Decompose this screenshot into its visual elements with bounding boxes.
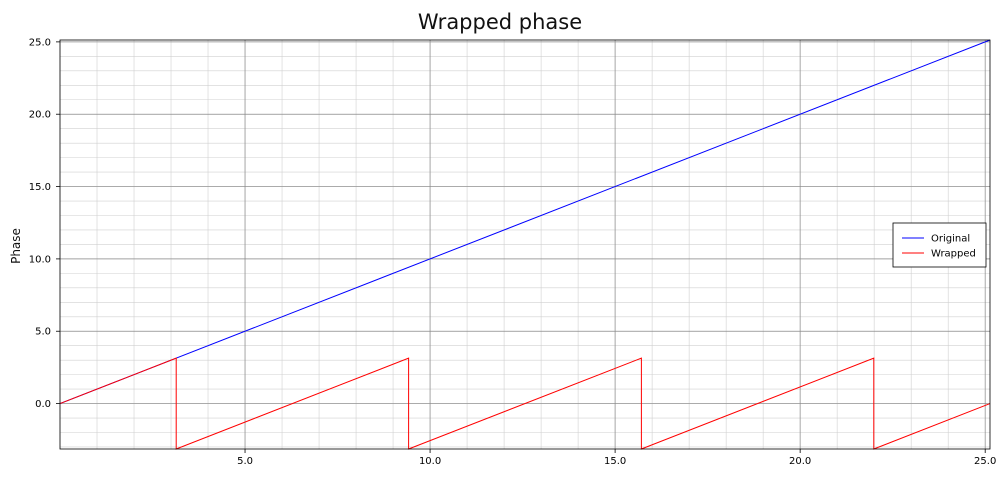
chart-title: Wrapped phase bbox=[417, 10, 583, 34]
legend-label-wrapped: Wrapped bbox=[931, 249, 976, 260]
y-tick-label: 25.0 bbox=[29, 37, 51, 48]
axis-ticks: 5.0 10.0 15.0 20.0 25.0 0.0 5.0 10.0 15.0 20.0 25.… bbox=[29, 37, 997, 467]
y-tick-label: 20.0 bbox=[29, 110, 51, 121]
series-line-wrapped bbox=[59, 357, 991, 450]
x-tick-label: 5.0 bbox=[237, 456, 253, 467]
plot-frame bbox=[59, 39, 991, 450]
series-line-original bbox=[59, 39, 991, 405]
x-tick-label: 10.0 bbox=[419, 456, 441, 467]
legend: Original Wrapped bbox=[892, 222, 987, 268]
major-grid bbox=[60, 40, 990, 449]
x-tick-label: 20.0 bbox=[789, 456, 811, 467]
y-tick-label: 10.0 bbox=[29, 254, 51, 265]
x-tick-label: 25.0 bbox=[974, 456, 996, 467]
y-tick-label: 5.0 bbox=[35, 327, 51, 338]
legend-label-original: Original bbox=[931, 234, 970, 245]
minor-grid bbox=[59, 40, 990, 449]
y-tick-label: 0.0 bbox=[35, 399, 51, 410]
y-tick-label: 15.0 bbox=[29, 182, 51, 193]
x-tick-label: 15.0 bbox=[604, 456, 626, 467]
legend-box bbox=[892, 222, 987, 268]
series-layer bbox=[59, 39, 991, 450]
